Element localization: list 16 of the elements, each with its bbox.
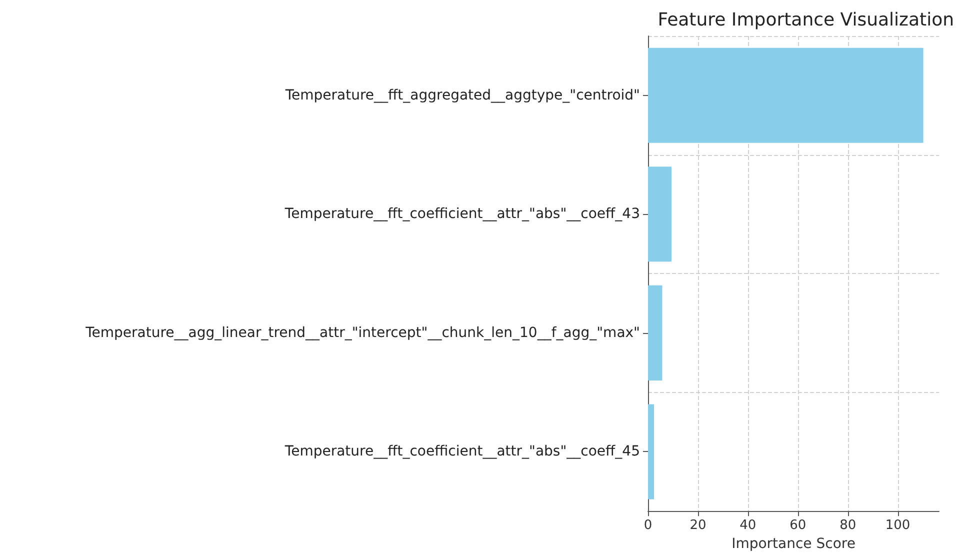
bar bbox=[648, 285, 662, 380]
x-tick-label: 40 bbox=[740, 518, 756, 534]
y-tick-label: Temperature__fft_coefficient__attr_"abs"__coeff_45 bbox=[284, 444, 640, 460]
y-tick-label: Temperature__fft_aggregated__aggtype_"centroid" bbox=[284, 87, 640, 104]
bar bbox=[648, 166, 672, 262]
x-axis-title: Importance Score bbox=[732, 536, 856, 552]
y-tick-label: Temperature__agg_linear_trend__attr_"intercept"__chunk_len_10__f_agg_"max" bbox=[84, 324, 640, 341]
x-tick-label: 60 bbox=[790, 518, 806, 534]
x-tick-label: 100 bbox=[885, 518, 910, 534]
x-tick-label: 20 bbox=[690, 518, 706, 534]
bar bbox=[648, 404, 654, 500]
bar bbox=[648, 48, 924, 143]
x-tick-label: 80 bbox=[840, 518, 856, 534]
y-tick-label: Temperature__fft_coefficient__attr_"abs"__coeff_43 bbox=[284, 206, 640, 222]
chart-title: Feature Importance Visualization bbox=[658, 10, 954, 30]
x-tick-label: 0 bbox=[644, 518, 652, 534]
